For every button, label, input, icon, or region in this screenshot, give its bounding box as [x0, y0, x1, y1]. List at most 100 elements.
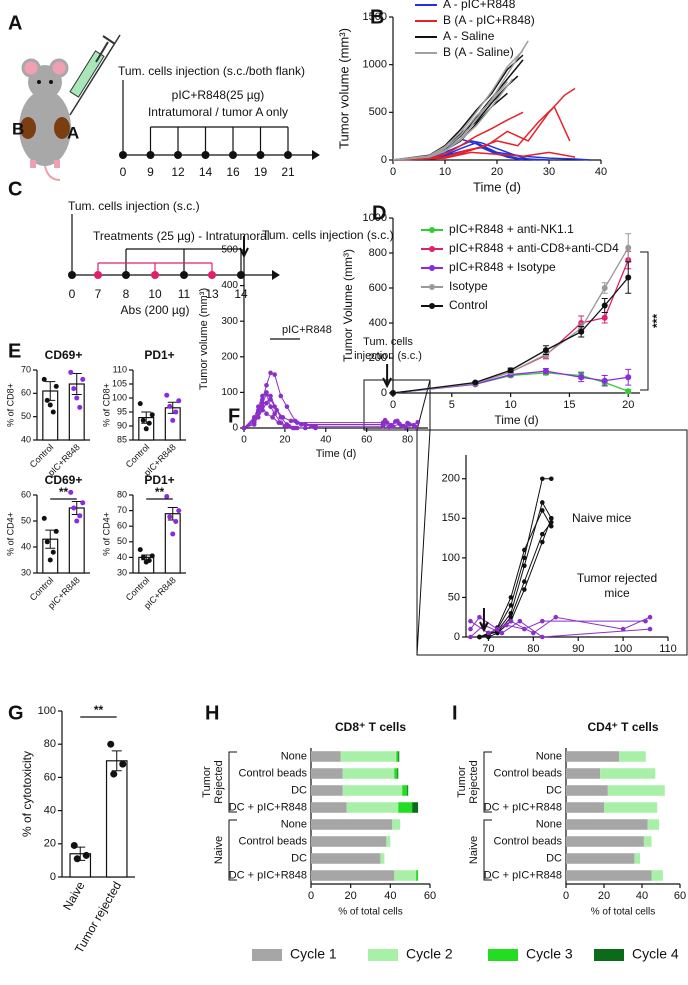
group-bracket — [228, 819, 237, 881]
data-point — [107, 740, 115, 748]
y-tick-label: 60 — [44, 771, 56, 783]
day-label: 19 — [254, 165, 268, 179]
marker — [548, 523, 554, 529]
marker — [508, 595, 514, 600]
y-tick-label: 0 — [50, 871, 56, 883]
marker — [260, 400, 265, 406]
arrow — [239, 236, 249, 259]
chart-title: CD69+ — [45, 473, 83, 487]
bar-segment — [407, 785, 409, 796]
annotation: injection (s.c.) — [354, 350, 422, 362]
x-tick-label: 0 — [390, 399, 396, 411]
bar-segment — [346, 802, 399, 813]
bar-segment — [643, 836, 652, 847]
annotation: Tumor rejected — [577, 571, 657, 585]
day-label: 21 — [281, 165, 295, 179]
marker — [303, 425, 308, 431]
y-tick-label: 60 — [21, 388, 31, 398]
marker — [522, 579, 527, 584]
x-tick-label: 5 — [449, 399, 455, 411]
line — [392, 87, 576, 161]
y-tick-label: 40 — [117, 552, 127, 562]
marker — [540, 476, 545, 482]
y-tick-label: 0 — [381, 387, 387, 399]
data-point — [164, 392, 170, 398]
day-label: 16 — [226, 165, 240, 179]
error-bar — [507, 367, 514, 373]
line — [479, 518, 552, 638]
y-tick-label: 600 — [369, 282, 387, 294]
day-label: 11 — [178, 287, 191, 301]
line — [479, 509, 552, 638]
x-tick-label: 20 — [345, 890, 357, 902]
data-point — [146, 420, 152, 426]
data-point — [53, 528, 59, 534]
y-tick-label: DC — [546, 784, 562, 796]
data-point — [47, 402, 53, 408]
marker — [256, 409, 261, 415]
data-point — [176, 508, 182, 514]
group-bracket — [483, 819, 492, 881]
syringe-icon — [69, 34, 121, 116]
legend-marker — [429, 303, 435, 309]
group-bracket — [228, 751, 237, 813]
timeline-dot — [122, 271, 130, 279]
marker — [260, 393, 265, 399]
marker — [620, 626, 626, 632]
marker — [405, 420, 410, 426]
bar-segment — [566, 819, 648, 830]
significance-label: *** — [650, 314, 664, 328]
marker — [540, 618, 545, 624]
x-tick-label: 40 — [384, 890, 396, 902]
error-bar — [601, 298, 608, 313]
y-tick-label: 80 — [44, 738, 56, 750]
marker — [477, 614, 482, 620]
data-point — [41, 376, 47, 382]
arrow-head — [312, 150, 320, 160]
y-tick-label: 1500 — [363, 11, 387, 23]
bar-segment — [311, 836, 387, 847]
y-tick-label: Control beads — [239, 767, 308, 779]
bar-segment — [311, 785, 343, 796]
bar-segment — [398, 751, 400, 762]
marker — [251, 420, 257, 425]
timeline-dot — [68, 271, 76, 279]
bar-segment — [566, 853, 635, 864]
x-axis-label: % of total cells — [591, 907, 655, 918]
bar-segment — [600, 768, 656, 779]
x-axis-label: Time (d) — [473, 179, 521, 194]
data-point — [170, 531, 176, 537]
arrow — [479, 608, 489, 633]
marker — [274, 407, 280, 413]
data-point — [140, 417, 146, 423]
y-axis-label: % of CD8+ — [101, 383, 111, 427]
y-axis-label: Tumor Volume (mm³) — [341, 249, 355, 362]
y-tick-label: DC + pIC+R848 — [229, 801, 307, 813]
x-tick-label: 40 — [595, 166, 607, 178]
marker — [270, 415, 275, 420]
bar-segment — [398, 802, 413, 813]
chart-title: CD4⁺ T cells — [587, 720, 658, 734]
marker — [268, 393, 273, 399]
x-tick-label: 100 — [614, 643, 632, 655]
error-bar — [601, 282, 608, 294]
y-tick-label: 85 — [117, 434, 127, 444]
x-tick-label: 15 — [563, 399, 575, 411]
data-point — [77, 404, 83, 410]
bar-segment — [607, 785, 665, 796]
bar-segment — [311, 870, 395, 881]
x-tick-label: 60 — [674, 890, 686, 902]
bar-segment — [311, 751, 341, 762]
error-bar — [625, 389, 632, 394]
panel-letter: E — [8, 340, 21, 362]
y-tick-label: Control beads — [239, 835, 308, 847]
bar-segment — [311, 768, 343, 779]
legend-marker — [429, 265, 435, 271]
y-tick-label: 50 — [21, 515, 31, 525]
data-point — [50, 409, 56, 415]
legend-label: Cycle 3 — [526, 946, 573, 962]
marker — [272, 372, 277, 377]
legend-label: Isotype — [449, 279, 488, 293]
y-tick-label: 95 — [117, 406, 127, 416]
marker — [522, 547, 527, 553]
